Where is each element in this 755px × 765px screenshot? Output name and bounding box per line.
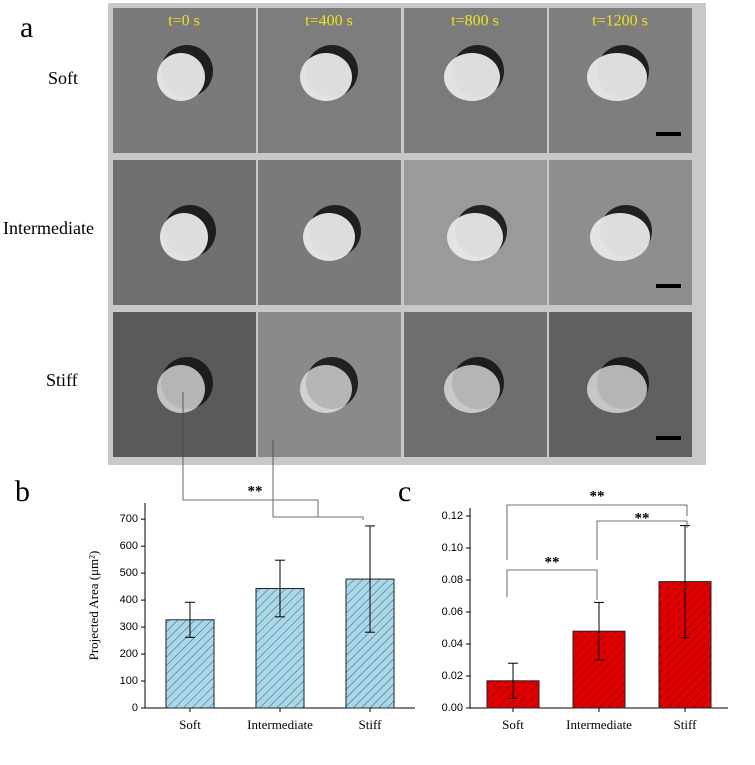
scale-bar (656, 284, 681, 288)
cell-body (590, 213, 650, 261)
cell-body (587, 53, 647, 101)
row-label: Stiff (46, 370, 78, 390)
y-tick-label: 700 (120, 513, 138, 525)
y-tick-label: 400 (120, 594, 138, 606)
y-tick-label: 0.00 (442, 702, 463, 714)
significance-bracket (272, 440, 364, 520)
significance-label: ** (545, 554, 560, 570)
x-tick-label: Soft (502, 717, 524, 732)
time-label: t=0 s (168, 13, 200, 30)
x-tick-label: Stiff (674, 717, 698, 732)
significance-bracket (182, 392, 319, 517)
y-axis-label: Projected Area (μm²) (86, 551, 101, 661)
significance-bracket (506, 504, 688, 560)
significance-label: ** (590, 488, 605, 504)
scale-bar (656, 436, 681, 440)
y-tick-label: 200 (120, 648, 138, 660)
y-tick-label: 600 (120, 540, 138, 552)
time-label: t=400 s (305, 13, 353, 30)
cell-body (444, 53, 500, 101)
cell-body (303, 213, 355, 261)
y-tick-label: 0.04 (442, 638, 463, 650)
y-tick-label: 0 (132, 702, 138, 714)
x-tick-label: Intermediate (247, 717, 313, 732)
panel-label: c (398, 475, 411, 508)
significance-bracket (596, 520, 688, 560)
panel-label: b (15, 475, 30, 508)
micrographs (113, 8, 692, 457)
x-tick-label: Soft (179, 717, 201, 732)
y-tick-label: 0.08 (442, 574, 463, 586)
cell-body (587, 365, 647, 413)
significance-bracket (506, 569, 598, 600)
y-tick-label: 0.06 (442, 606, 463, 618)
row-label: Intermediate (3, 218, 94, 238)
cell-body (157, 365, 205, 413)
panel-label: a (20, 11, 33, 44)
significance-label: ** (248, 483, 263, 499)
time-label: t=1200 s (592, 13, 648, 30)
y-tick-label: 300 (120, 621, 138, 633)
y-tick-label: 0.10 (442, 542, 463, 554)
cell-body (447, 213, 503, 261)
time-label: t=800 s (451, 13, 499, 30)
y-tick-label: 0.12 (442, 510, 463, 522)
cell-body (444, 365, 500, 413)
cell-body (300, 53, 352, 101)
row-label: Soft (48, 68, 78, 88)
bar-chart: 0 100 200 300 400 500 600 700 Projected Area (μm… (86, 392, 415, 732)
significance-label: ** (635, 510, 650, 526)
scale-bar (656, 132, 681, 136)
y-tick-label: 0.02 (442, 670, 463, 682)
cell-body (157, 53, 205, 101)
bar-chart: 0.00 0.02 0.04 0.06 0.08 0.10 0.12 Soft Intermed… (442, 488, 728, 732)
y-tick-label: 500 (120, 567, 138, 579)
cell-body (300, 365, 352, 413)
y-tick-label: 100 (120, 675, 138, 687)
x-tick-label: Intermediate (566, 717, 632, 732)
cell-body (160, 213, 208, 261)
x-tick-label: Stiff (359, 717, 383, 732)
